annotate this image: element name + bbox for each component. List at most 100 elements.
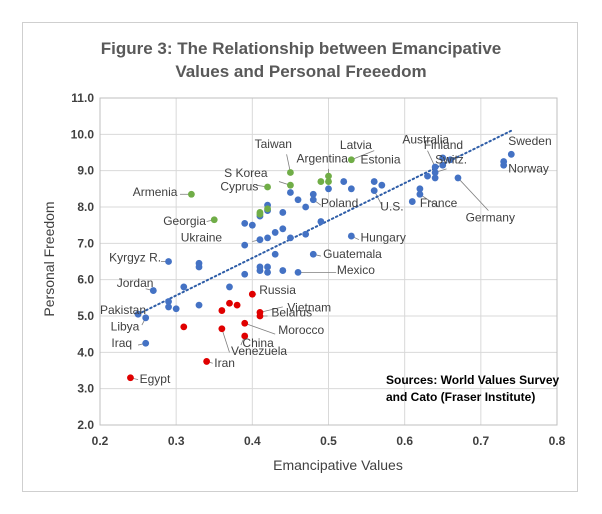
- x-tick-label: 0.8: [549, 434, 566, 448]
- blue-data-point: [424, 172, 431, 180]
- country-label: Norway: [508, 161, 549, 175]
- blue-data-point: [370, 187, 378, 195]
- x-tick-label: 0.4: [244, 434, 261, 448]
- y-tick-label: 5.0: [77, 309, 94, 323]
- x-axis-title: Emancipative Values: [273, 457, 403, 473]
- blue-data-point: [454, 174, 462, 182]
- country-label: France: [420, 196, 458, 210]
- y-tick-label: 2.0: [77, 418, 94, 432]
- country-label: Jordan: [117, 276, 154, 290]
- country-label: Guatemala: [323, 247, 382, 261]
- blue-data-point: [180, 283, 188, 291]
- country-label: Iraq: [111, 336, 132, 350]
- label-leader-line: [351, 150, 375, 161]
- green-data-point: [264, 183, 271, 191]
- country-label: Russia: [259, 283, 296, 297]
- blue-data-point: [431, 174, 439, 182]
- green-data-point: [264, 205, 271, 213]
- blue-data-point: [347, 232, 355, 240]
- country-label: Argentina: [297, 151, 349, 165]
- x-tick-label: 0.3: [168, 434, 185, 448]
- blue-data-point: [431, 169, 439, 176]
- country-label: Estonia: [360, 152, 400, 166]
- red-data-point: [233, 301, 241, 309]
- green-data-point: [287, 169, 294, 176]
- blue-data-point: [302, 230, 310, 238]
- blue-data-point: [195, 263, 203, 271]
- sources-note: Sources: World Values Survey and Cato (Fr…: [386, 373, 560, 404]
- label-leader-line: [221, 328, 230, 353]
- blue-data-point: [347, 185, 355, 193]
- x-tick-label: 0.7: [472, 434, 489, 448]
- country-label: Mexico: [337, 263, 375, 277]
- source-line: and Cato (Fraser Institute): [386, 390, 535, 404]
- blue-data-point: [256, 267, 264, 274]
- country-label: China: [242, 336, 274, 350]
- blue-data-point: [271, 229, 279, 236]
- data-points: [127, 150, 515, 382]
- green-data-point: [287, 181, 294, 189]
- blue-data-point: [248, 221, 256, 229]
- y-tick-label: 8.0: [77, 200, 94, 214]
- blue-data-point: [439, 161, 447, 169]
- blue-data-point: [134, 310, 142, 318]
- country-label: Switz.: [435, 152, 467, 166]
- x-tick-label: 0.5: [320, 434, 337, 448]
- blue-data-point: [241, 241, 249, 249]
- blue-data-point: [431, 163, 439, 171]
- green-data-point: [210, 216, 218, 224]
- country-label: U.S.: [380, 200, 403, 214]
- green-data-point: [317, 178, 325, 185]
- red-data-point: [248, 290, 256, 298]
- blue-data-point: [165, 258, 172, 265]
- country-label: Germany: [466, 211, 515, 225]
- label-leader-line: [259, 306, 283, 313]
- blue-data-point: [446, 156, 454, 164]
- red-data-point: [203, 358, 211, 365]
- blue-data-point: [408, 198, 416, 205]
- y-axis-title: Personal Freedom: [41, 201, 57, 316]
- blue-data-point: [264, 263, 271, 271]
- blue-data-point: [264, 234, 271, 242]
- blue-data-point: [241, 219, 249, 227]
- blue-data-point: [416, 185, 424, 193]
- y-tick-label: 7.0: [77, 236, 94, 250]
- y-tick-label: 4.0: [77, 345, 94, 359]
- country-label: S Korea: [224, 166, 268, 180]
- blue-data-point: [172, 305, 180, 313]
- red-data-point: [180, 323, 188, 331]
- country-label: Libya: [111, 320, 140, 334]
- blue-data-point: [279, 225, 287, 233]
- country-label: Vietnam: [287, 300, 331, 314]
- blue-data-point: [149, 287, 157, 294]
- title-line: Values and Personal Freeedom: [175, 62, 426, 81]
- country-label: Egypt: [140, 372, 171, 386]
- plot-area-border: [99, 97, 558, 426]
- leader-lines: [130, 150, 489, 380]
- country-label: Belarus: [271, 306, 312, 320]
- country-label: Ukraine: [181, 231, 223, 245]
- blue-data-point: [340, 178, 348, 185]
- label-leader-line: [244, 322, 276, 335]
- blue-data-point: [226, 283, 233, 291]
- country-label: Cyprus: [220, 180, 258, 194]
- y-tick-label: 9.0: [77, 164, 94, 178]
- label-leader-line: [457, 177, 489, 211]
- country-label: Pakistan: [100, 303, 146, 317]
- red-data-point: [127, 374, 134, 382]
- blue-data-point: [294, 269, 302, 276]
- green-data-point: [325, 172, 332, 180]
- blue-data-point: [241, 270, 249, 278]
- blue-data-point: [370, 178, 378, 185]
- blue-data-point: [507, 150, 515, 158]
- y-tick-label: 3.0: [77, 382, 94, 396]
- blue-data-point: [309, 196, 317, 204]
- country-label: Poland: [321, 196, 358, 210]
- label-leader-line: [419, 193, 440, 208]
- blue-data-point: [142, 314, 150, 322]
- blue-data-point: [142, 339, 150, 347]
- country-label: Latvia: [340, 138, 372, 152]
